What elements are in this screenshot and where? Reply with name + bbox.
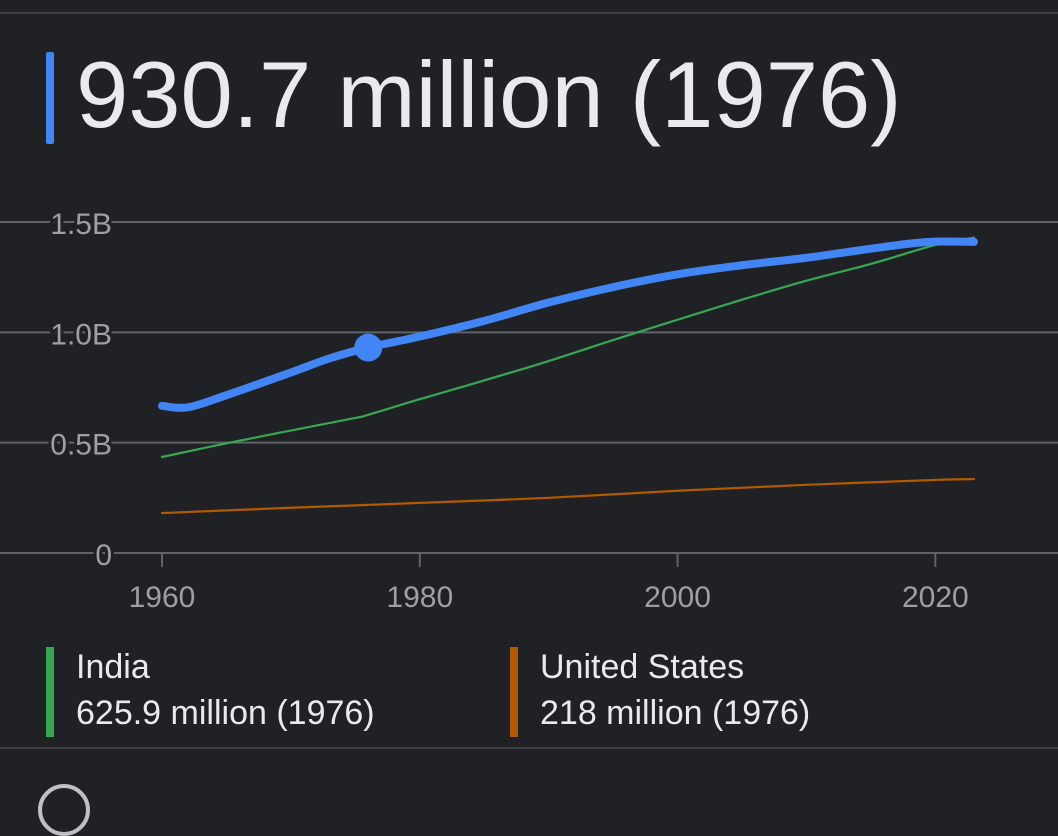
- y-tick-label: 1.0B: [50, 318, 112, 351]
- legend-swatch: [510, 647, 518, 737]
- x-tick-label: 2000: [644, 581, 711, 614]
- x-tick-label: 1960: [129, 581, 196, 614]
- legend-swatch: [46, 647, 54, 737]
- x-axis: 1960 1980 2000 2020: [129, 553, 969, 614]
- series-line-main: [158, 237, 978, 412]
- x-tick-label: 2020: [902, 581, 969, 614]
- headline-accent-bar: [46, 52, 54, 144]
- highlight-layer: [354, 333, 383, 362]
- globe-icon: [38, 784, 90, 836]
- bottom-divider: [0, 747, 1058, 749]
- series-lines: [158, 236, 978, 515]
- legend-item-value: 625.9 million (1976): [76, 694, 375, 732]
- legend-item-value: 218 million (1976): [540, 694, 811, 732]
- series-line-united-states: [160, 477, 976, 515]
- y-tick-label: 0.5B: [50, 429, 112, 462]
- highlight-point: [354, 333, 383, 362]
- legend-item-name: India: [76, 648, 150, 686]
- series-line-india: [160, 236, 976, 459]
- y-tick-label: 0: [95, 539, 112, 572]
- headline-value: 930.7 million (1976): [76, 42, 902, 147]
- population-line-chart[interactable]: 1.5B 1.0B 0.5B 0 1960 1980 2000 2020: [0, 190, 1058, 620]
- x-tick-label: 1980: [386, 581, 453, 614]
- top-divider: [0, 12, 1058, 14]
- y-tick-label: 1.5B: [50, 208, 112, 241]
- grid: 1.5B 1.0B 0.5B 0: [0, 205, 1058, 575]
- legend-item-name: United States: [540, 648, 745, 686]
